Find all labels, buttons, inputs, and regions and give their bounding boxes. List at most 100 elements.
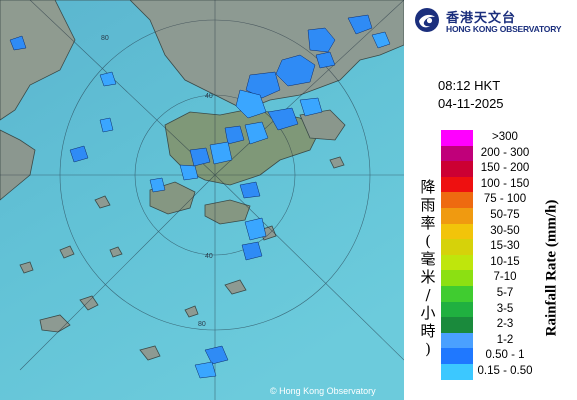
radar-map[interactable]: 40 80 40 80 © Hong Kong Observatory: [0, 0, 404, 400]
axis-label-zh: 降雨率(毫米 / 小時): [419, 178, 437, 358]
rain-echo: [235, 89, 267, 119]
rain-echo: [315, 51, 336, 69]
axis-label-zh-char: (: [425, 232, 431, 250]
axis-label-zh-char: 毫: [420, 250, 436, 268]
radar-date: 04-11-2025: [438, 96, 504, 111]
legend-row: 200 - 300: [441, 145, 569, 162]
legend-label: 10-15: [490, 255, 520, 268]
legend-row: 150 - 200: [441, 161, 569, 177]
east-peninsula: [299, 109, 346, 141]
radial-line-sw: [19, 174, 216, 371]
axis-label-zh-char: 米: [420, 268, 436, 286]
southern-island-2: [224, 279, 247, 295]
legend-swatch: [441, 270, 473, 286]
rain-echo: [204, 345, 229, 365]
axis-label-zh-char: 時: [420, 322, 436, 340]
organization-name-en: HONG KONG OBSERVATORY: [446, 24, 562, 34]
legend-swatch: [441, 192, 473, 208]
axis-label-zh-char: 率: [420, 214, 436, 232]
organization-name-zh: 香港天文台: [446, 11, 517, 26]
legend-row: 30-50: [441, 223, 569, 240]
legend-label: 75 - 100: [483, 193, 527, 206]
radial-line-ne: [214, 0, 404, 176]
legend-row: 7-10: [441, 270, 569, 286]
legend-label: 30-50: [490, 224, 520, 237]
radial-line-nw: [29, 0, 216, 176]
legend-label: 150 - 200: [480, 162, 530, 175]
hong-kong-island: [204, 199, 251, 225]
legend-panel: 香港天文台 HONG KONG OBSERVATORY 08:12 HKT 04…: [404, 0, 577, 400]
range-ring-labels: 40 80 40 80: [101, 35, 213, 328]
legend-row: 3-5: [441, 301, 569, 318]
rain-echo: [245, 71, 281, 99]
legend-row: 1-2: [441, 332, 569, 349]
legend-swatch: [441, 207, 473, 224]
legend-swatch: [441, 145, 473, 162]
legend-swatch: [441, 254, 473, 271]
rain-echo: [241, 241, 263, 261]
range-rings: [0, 0, 404, 400]
rain-echo: [224, 125, 245, 145]
rain-echo: [275, 54, 316, 87]
axis-label-zh-char: 雨: [420, 196, 436, 214]
rain-echo: [99, 71, 117, 87]
legend-swatch: [441, 285, 473, 302]
legend-row: 15-30: [441, 239, 569, 255]
axis-label-zh-char: 小: [420, 304, 436, 322]
axis-label-zh-char: /: [425, 286, 431, 304]
legend-label: 15-30: [490, 240, 520, 253]
legend-label: 200 - 300: [480, 146, 530, 159]
legend-label: 3-5: [496, 302, 514, 315]
legend-row: 0.15 - 0.50: [441, 363, 569, 380]
legend-row: 2-3: [441, 317, 569, 333]
wanshan-island-2: [79, 295, 99, 311]
legend-swatch: [441, 223, 473, 240]
legend-label: 100 - 150: [480, 177, 530, 190]
rain-echo: [209, 141, 233, 165]
rain-echo: [244, 217, 267, 241]
legend-swatch: [441, 301, 473, 318]
rain-echoes: [9, 14, 391, 379]
legend-label: >300: [492, 131, 518, 143]
rain-echo: [371, 31, 391, 49]
ring-label-s-inner: 40: [205, 253, 213, 260]
legend-row: >300: [441, 130, 569, 146]
legend-swatch: [441, 239, 473, 255]
small-island-f: [329, 156, 345, 169]
legend-swatch: [441, 161, 473, 177]
legend-swatch: [441, 332, 473, 349]
observatory-logo-icon: [415, 8, 439, 32]
legend-row: 50-75: [441, 207, 569, 224]
legend-row: 100 - 150: [441, 176, 569, 193]
small-island-e: [19, 261, 34, 274]
rain-echo: [194, 361, 217, 379]
legend-row: 0.50 - 1: [441, 348, 569, 364]
rain-echo: [9, 35, 27, 51]
legend-row: 75 - 100: [441, 192, 569, 208]
legend-label: 7-10: [493, 271, 517, 284]
rain-echo: [239, 181, 261, 199]
small-island-b: [59, 245, 75, 259]
small-island-c: [184, 305, 199, 318]
small-island-a: [109, 246, 123, 258]
rain-echo: [69, 145, 89, 163]
axis-label-zh-char: 降: [420, 178, 436, 196]
legend-label: 50-75: [490, 208, 520, 221]
legend-swatch: [441, 176, 473, 193]
rain-echo: [307, 27, 336, 53]
legend-swatch: [441, 317, 473, 333]
small-island-d: [94, 195, 111, 209]
rain-echo: [244, 121, 269, 145]
rain-echo: [267, 107, 299, 131]
rain-echo: [149, 177, 166, 193]
legend-row: 10-15: [441, 254, 569, 271]
ring-label-n-outer: 80: [101, 35, 109, 42]
rain-echo: [299, 97, 323, 117]
legend-label: 5-7: [496, 286, 514, 299]
legend-label: 0.15 - 0.50: [477, 364, 533, 377]
rain-echo: [99, 117, 114, 133]
radial-line-se: [214, 174, 404, 361]
ring-label-n-inner: 40: [205, 93, 213, 100]
rain-echo: [189, 147, 211, 167]
radar-time: 08:12 HKT: [438, 78, 501, 93]
